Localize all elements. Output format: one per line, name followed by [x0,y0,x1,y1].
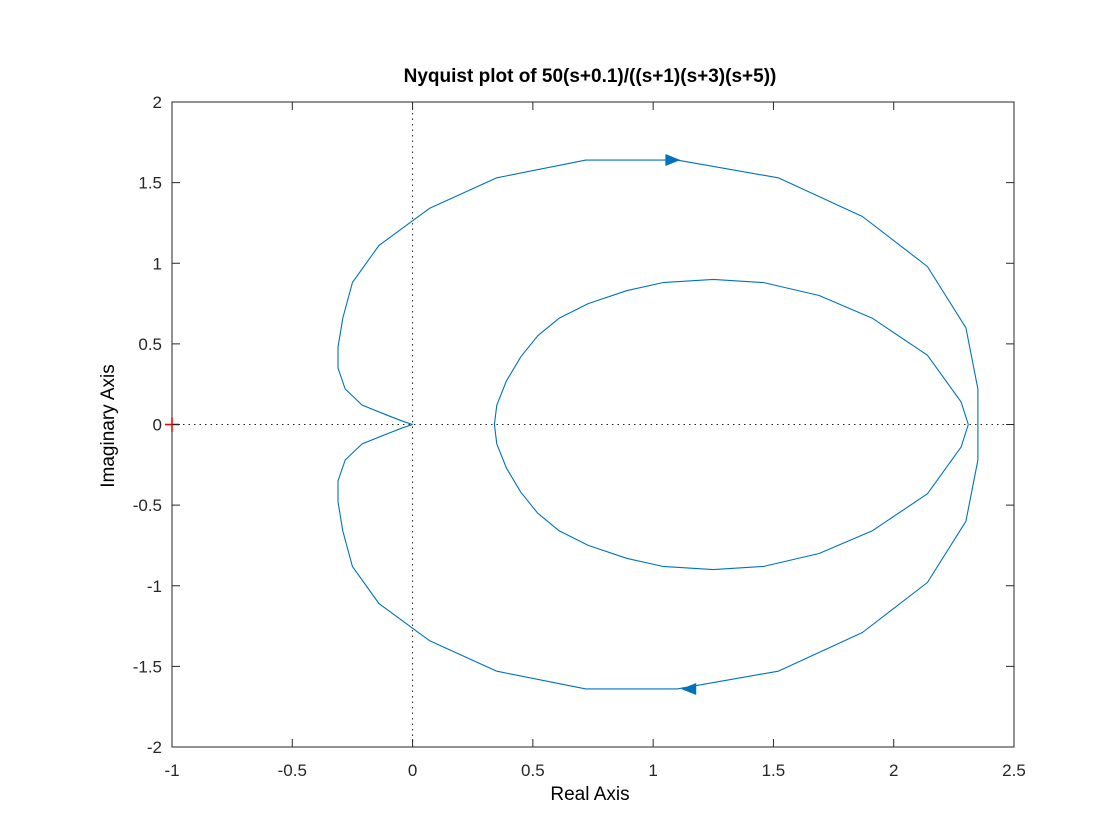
x-tick-label: 2.5 [1002,761,1026,780]
nyquist-series-2 [493,278,969,571]
y-axis-label: Imaginary Axis [98,364,119,488]
plot-area [171,101,1015,748]
axes-frame [171,101,1015,748]
y-tick-label: 1.5 [138,174,162,193]
nyquist-curves [337,159,979,690]
x-tick-label: 0.5 [521,761,545,780]
y-tick-label: 0.5 [138,335,162,354]
axis-ticks: -1 -0.5 0 0.5 1 1.5 2 2.5 -2 -1.5 -1 -0.5 0 0.5 1 1.5 2 [133,93,1026,780]
chart-title: Nyquist plot of 50(s+0.1)/((s+1)(s+3)(s+… [404,66,777,87]
x-tick-label: -1 [164,761,179,780]
y-tick-label: -2 [147,738,162,757]
x-tick-label: 2 [889,761,898,780]
direction-arrow-2 [681,682,697,695]
x-axis-label: Real Axis [550,784,629,805]
x-tick-label: 0 [408,761,417,780]
y-tick-label: -0.5 [133,496,162,515]
y-tick-label: -1 [147,577,162,596]
nyquist-series-1 [337,159,979,690]
y-tick-label: 0 [153,416,162,435]
direction-arrow-1 [665,154,681,167]
x-tick-label: 1.5 [762,761,786,780]
y-tick-label: -1.5 [133,657,162,676]
y-tick-label: 1 [153,254,162,273]
y-tick-label: 2 [153,93,162,112]
x-tick-label: 1 [648,761,657,780]
x-tick-label: -0.5 [278,761,307,780]
